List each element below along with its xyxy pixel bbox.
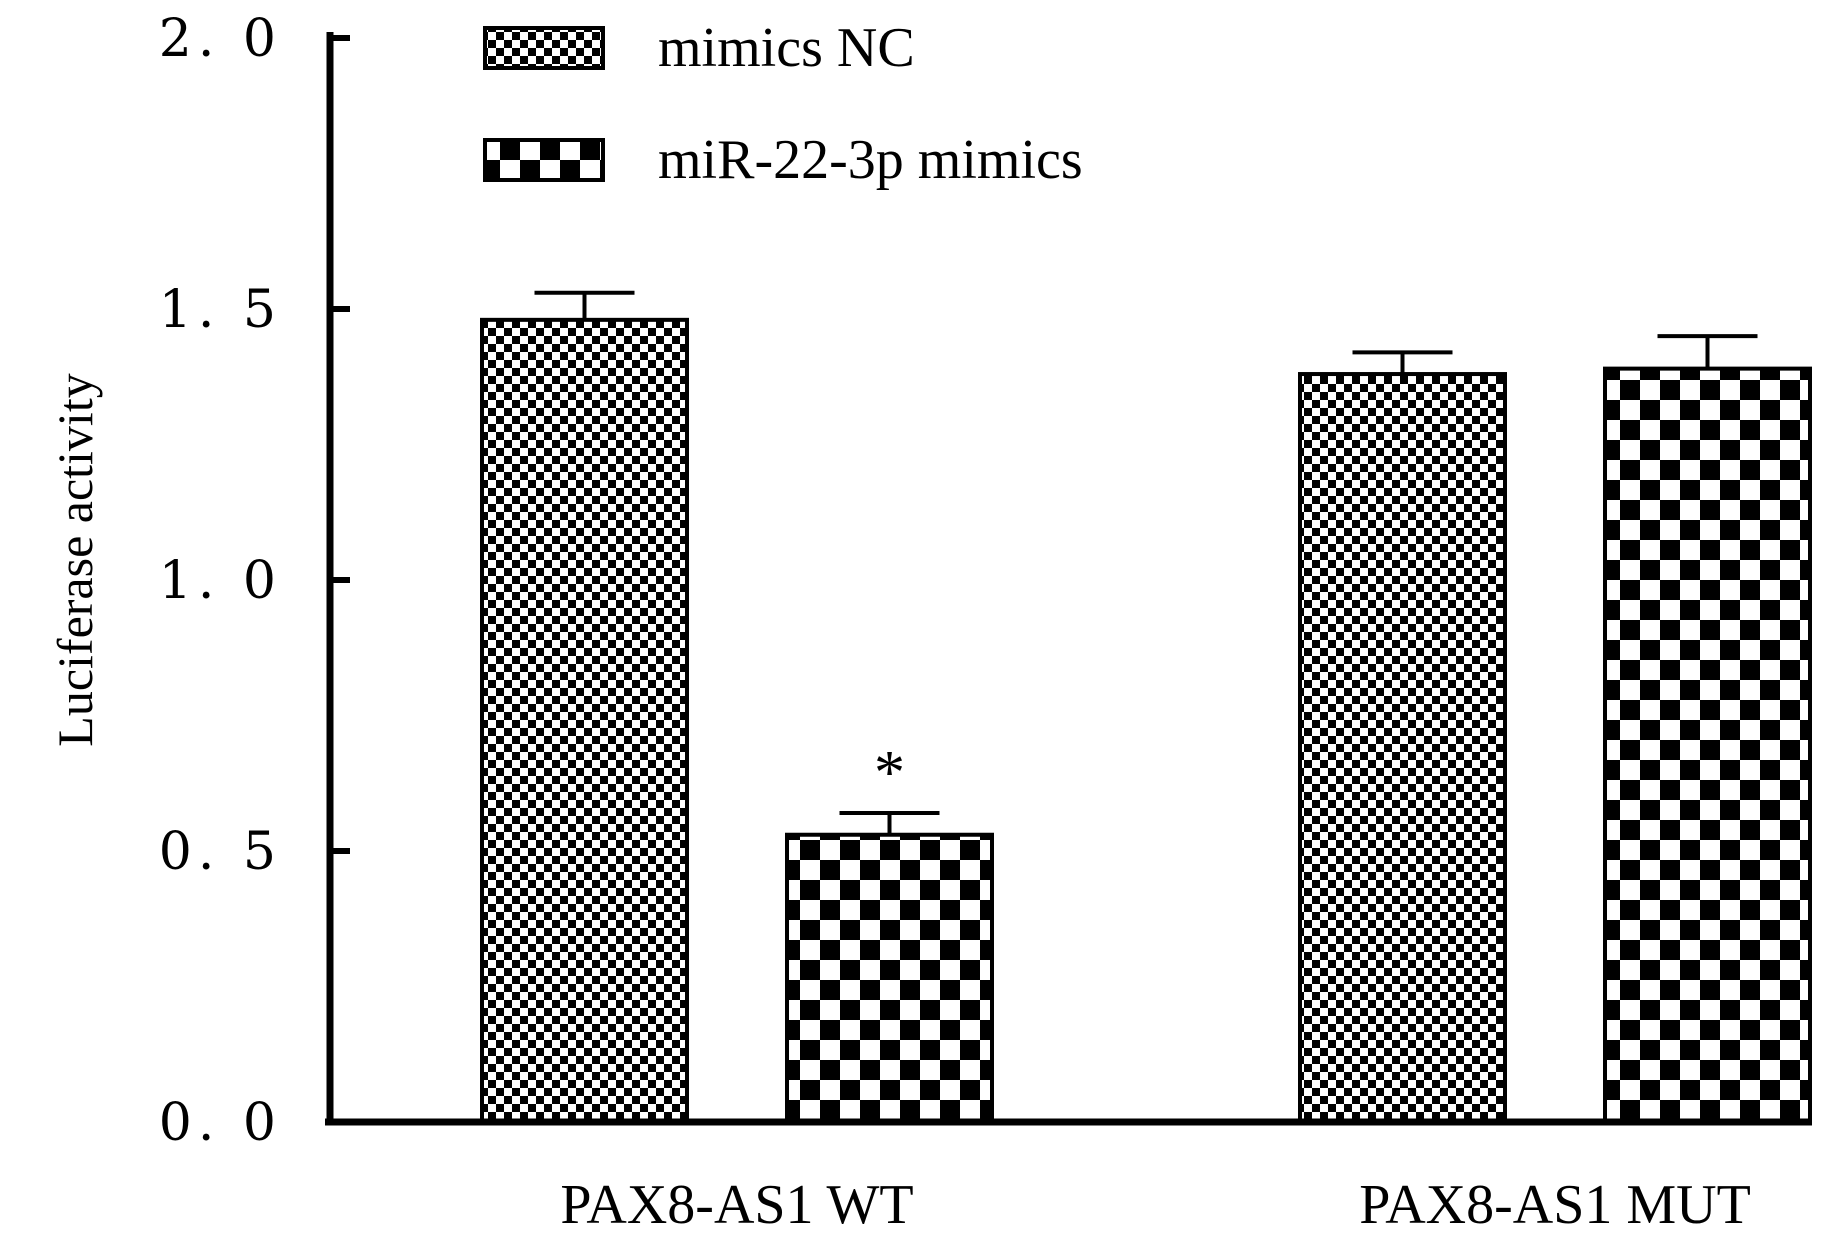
legend-label-2: miR-22-3p mimics — [658, 129, 1083, 191]
y-tick-label-0: 2. 0 — [159, 9, 282, 69]
y-axis-title: Luciferase activity — [47, 373, 103, 746]
bar-2-2 — [1603, 366, 1812, 1124]
bar-1-2 — [1298, 372, 1507, 1125]
bars-group: * — [480, 290, 1812, 1125]
bar-1-1 — [480, 317, 689, 1124]
axes-group: 2. 0 1. 5 1. 0 0. 5 0. 0 PAX8-AS1 WT PAX8-AS1 … — [159, 9, 1812, 1236]
y-tick-label-4: 0. 0 — [159, 1093, 282, 1153]
legend: mimics NC miR-22-3p mimics — [483, 17, 1083, 191]
y-tick-label-3: 0. 5 — [159, 822, 282, 882]
y-tick-label-1: 1. 5 — [159, 280, 282, 340]
x-category-label-1: PAX8-AS1 WT — [560, 1174, 913, 1236]
y-tick-label-2: 1. 0 — [159, 551, 282, 611]
legend-label-1: mimics NC — [658, 17, 915, 79]
bar-2-1 — [785, 832, 994, 1124]
significance-marker: * — [874, 739, 905, 807]
legend-swatch-2 — [483, 138, 605, 182]
legend-swatch-1 — [483, 26, 605, 70]
x-category-label-2: PAX8-AS1 MUT — [1359, 1174, 1751, 1236]
